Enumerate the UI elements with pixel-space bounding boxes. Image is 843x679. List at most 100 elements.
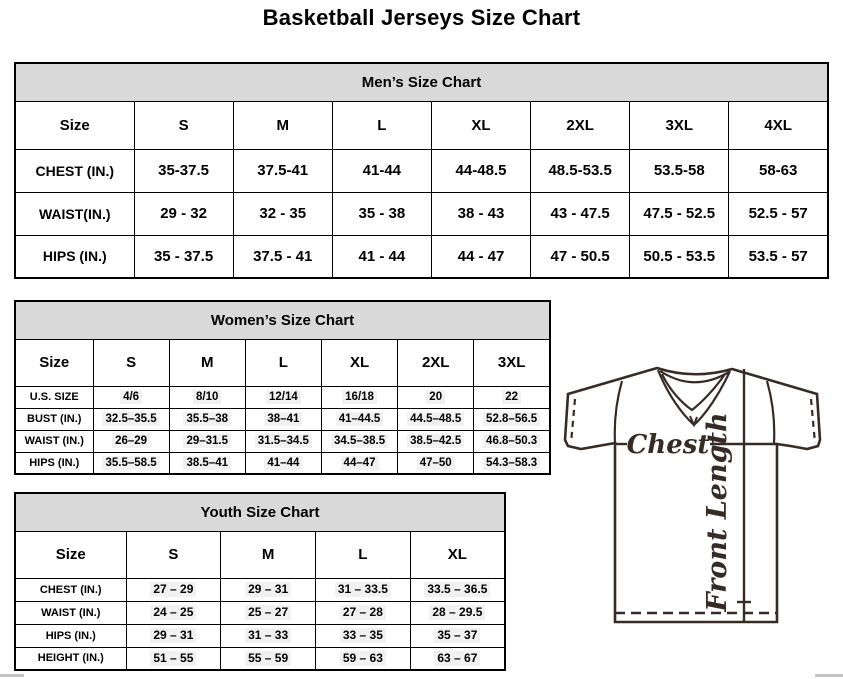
- table-row: Size S M L XL: [14, 530, 506, 579]
- row-label: CHEST (IN.): [14, 148, 135, 193]
- table-cell: 29 – 31: [220, 577, 316, 602]
- table-cell: 54.3–58.3: [473, 451, 551, 475]
- table-cell: 33 – 35: [315, 623, 411, 648]
- table-cell: 25 – 27: [220, 600, 316, 625]
- table-cell: 22: [473, 385, 551, 409]
- column-header: Size: [14, 338, 94, 387]
- table-cell: 51 – 55: [125, 646, 222, 671]
- column-header: 2XL: [397, 338, 475, 387]
- table-cell: 35 - 37.5: [133, 234, 234, 279]
- table-cell: 16/18: [320, 385, 399, 409]
- column-header: M: [220, 530, 316, 579]
- column-header: 3XL: [473, 338, 551, 387]
- table-cell: 41–44: [244, 451, 322, 475]
- column-header: L: [315, 530, 411, 579]
- column-header: Size: [14, 100, 135, 150]
- table-cell: 37.5 - 41: [232, 234, 333, 279]
- table-row: Size S M L XL 2XL 3XL: [14, 338, 551, 387]
- table-cell: 35 - 38: [331, 191, 432, 236]
- table-row: HEIGHT (IN.) 51 – 55 55 – 59 59 – 63 63 …: [14, 646, 506, 671]
- table-row: CHEST (IN.) 35-37.5 37.5-41 41-44 44-48.…: [14, 148, 829, 193]
- column-header: M: [232, 100, 333, 150]
- table-row: WAIST (IN.) 26–29 29–31.5 31.5–34.5 34.5…: [14, 429, 551, 453]
- table-row: Size S M L XL 2XL 3XL 4XL: [14, 100, 829, 150]
- table-row: WAIST (IN.) 24 – 25 25 – 27 27 – 28 28 –…: [14, 600, 506, 625]
- table-cell: 29 - 32: [133, 191, 234, 236]
- row-label: WAIST(IN.): [14, 191, 135, 236]
- table-cell: 59 – 63: [315, 646, 411, 671]
- table-cell: 44 - 47: [430, 234, 532, 279]
- row-label: HIPS (IN.): [14, 451, 94, 475]
- column-header: L: [244, 338, 322, 387]
- table-cell: 43 - 47.5: [530, 191, 631, 236]
- column-header: 3XL: [629, 100, 730, 150]
- table-cell: 38–41: [244, 407, 322, 431]
- table-cell: 44.5–48.5: [397, 407, 475, 431]
- table-row: HIPS (IN.) 29 – 31 31 – 33 33 – 35 35 – …: [14, 623, 506, 648]
- table-cell: 53.5-58: [629, 148, 730, 193]
- table-row: Men’s Size Chart: [14, 62, 829, 102]
- column-header: XL: [320, 338, 399, 387]
- page-title: Basketball Jerseys Size Chart: [262, 5, 581, 30]
- table-cell: 12/14: [244, 385, 322, 409]
- table-cell: 4/6: [92, 385, 170, 409]
- youth-chart-title: Youth Size Chart: [14, 492, 506, 532]
- womens-size-chart-table: Women’s Size Chart Size S M L XL 2XL 3XL…: [14, 300, 551, 475]
- row-label: HEIGHT (IN.): [14, 646, 127, 671]
- table-cell: 55 – 59: [220, 646, 316, 671]
- row-label: BUST (IN.): [14, 407, 94, 431]
- table-cell: 8/10: [168, 385, 246, 409]
- womens-chart-title: Women’s Size Chart: [14, 300, 551, 340]
- row-label: CHEST (IN.): [14, 577, 127, 602]
- column-header: L: [331, 100, 432, 150]
- table-cell: 24 – 25: [125, 600, 222, 625]
- row-label: HIPS (IN.): [14, 234, 135, 279]
- table-cell: 32.5–35.5: [92, 407, 170, 431]
- table-cell: 29–31.5: [168, 429, 246, 453]
- scrollbar-fragment-right: [815, 674, 843, 677]
- table-cell: 47–50: [397, 451, 475, 475]
- table-cell: 27 – 28: [315, 600, 411, 625]
- row-label: U.S. SIZE: [14, 385, 94, 409]
- table-cell: 52.8–56.5: [473, 407, 551, 431]
- table-cell: 31 – 33.5: [315, 577, 411, 602]
- table-cell: 47.5 - 52.5: [629, 191, 730, 236]
- table-cell: 50.5 - 53.5: [629, 234, 730, 279]
- youth-size-chart-table: Youth Size Chart Size S M L XL CHEST (IN…: [14, 492, 506, 671]
- table-cell: 26–29: [92, 429, 170, 453]
- column-header: S: [125, 530, 222, 579]
- table-cell: 28 – 29.5: [409, 600, 506, 625]
- table-row: HIPS (IN.) 35.5–58.5 38.5–41 41–44 44–47…: [14, 451, 551, 475]
- table-cell: 32 - 35: [232, 191, 333, 236]
- column-header: XL: [430, 100, 532, 150]
- table-cell: 20: [397, 385, 475, 409]
- table-row: HIPS (IN.) 35 - 37.5 37.5 - 41 41 - 44 4…: [14, 234, 829, 279]
- table-row: CHEST (IN.) 27 – 29 29 – 31 31 – 33.5 33…: [14, 577, 506, 602]
- table-cell: 63 – 67: [409, 646, 506, 671]
- table-cell: 35.5–38: [168, 407, 246, 431]
- table-cell: 31 – 33: [220, 623, 316, 648]
- table-row: BUST (IN.) 32.5–35.5 35.5–38 38–41 41–44…: [14, 407, 551, 431]
- table-cell: 44–47: [320, 451, 399, 475]
- table-cell: 53.5 - 57: [728, 234, 829, 279]
- jersey-diagram-icon: Chest Front Length: [563, 366, 822, 624]
- table-cell: 38.5–41: [168, 451, 246, 475]
- table-cell: 48.5-53.5: [530, 148, 631, 193]
- column-header: M: [168, 338, 246, 387]
- table-cell: 31.5–34.5: [244, 429, 322, 453]
- column-header: S: [133, 100, 234, 150]
- table-row: U.S. SIZE 4/6 8/10 12/14 16/18 20 22: [14, 385, 551, 409]
- table-cell: 33.5 – 36.5: [409, 577, 506, 602]
- table-cell: 27 – 29: [125, 577, 222, 602]
- table-cell: 46.8–50.3: [473, 429, 551, 453]
- table-cell: 37.5-41: [232, 148, 333, 193]
- table-cell: 41-44: [331, 148, 432, 193]
- column-header: S: [92, 338, 170, 387]
- table-cell: 34.5–38.5: [320, 429, 399, 453]
- column-header: Size: [14, 530, 127, 579]
- table-cell: 52.5 - 57: [728, 191, 829, 236]
- mens-chart-title: Men’s Size Chart: [14, 62, 829, 102]
- table-cell: 58-63: [728, 148, 829, 193]
- table-row: WAIST(IN.) 29 - 32 32 - 35 35 - 38 38 - …: [14, 191, 829, 236]
- table-cell: 38.5–42.5: [397, 429, 475, 453]
